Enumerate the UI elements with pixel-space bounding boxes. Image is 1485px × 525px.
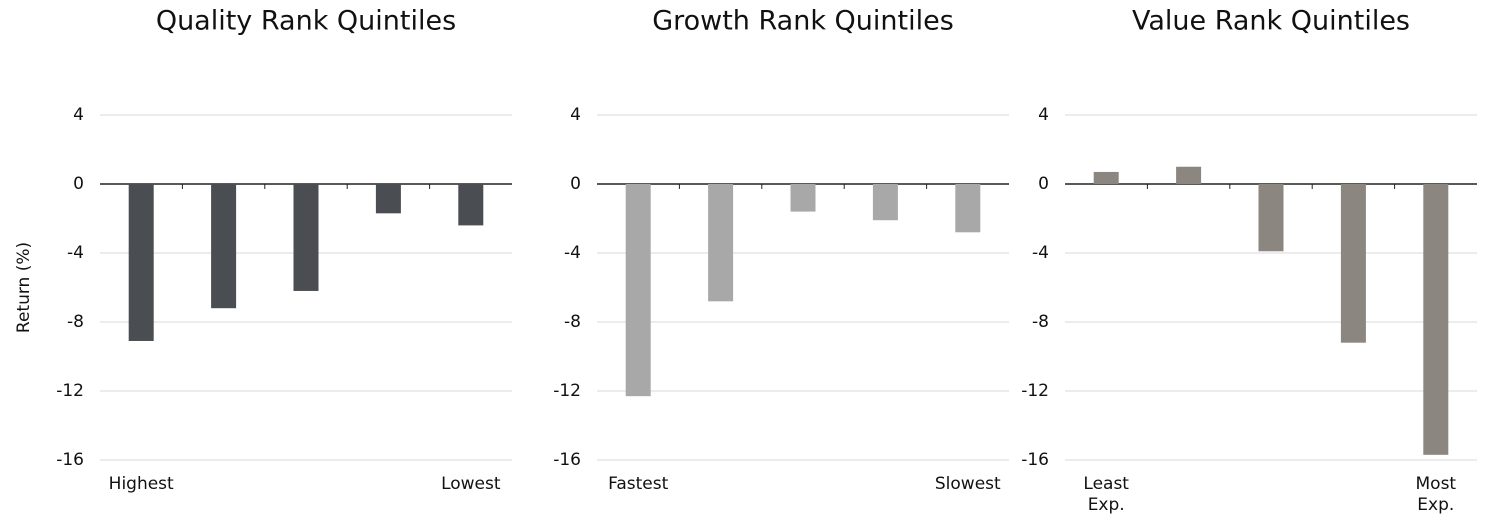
bar bbox=[872, 184, 898, 221]
y-tick-label: 0 bbox=[570, 174, 581, 194]
bar bbox=[1340, 184, 1366, 343]
y-tick-label: 4 bbox=[1038, 105, 1049, 125]
x-tick-label: Least Exp. bbox=[1083, 474, 1129, 515]
bar bbox=[1176, 166, 1202, 184]
x-tick-label: Lowest bbox=[441, 474, 501, 494]
y-tick-label: 0 bbox=[73, 174, 84, 194]
y-tick-label: -12 bbox=[1021, 381, 1049, 401]
x-tick-label-box: Fastest bbox=[608, 474, 669, 494]
x-tick-label-box: Most Exp. bbox=[1415, 474, 1457, 515]
x-tick-label: Highest bbox=[108, 474, 174, 494]
bar bbox=[128, 184, 154, 341]
bar bbox=[458, 184, 484, 226]
bar bbox=[293, 184, 319, 291]
chart-title: Value Rank Quintiles bbox=[1132, 6, 1410, 37]
bar bbox=[1093, 171, 1119, 184]
bar bbox=[211, 184, 237, 309]
y-tick-label: -16 bbox=[56, 450, 84, 470]
y-tick-label: -4 bbox=[67, 243, 84, 263]
x-tick-label-box: Highest bbox=[108, 474, 174, 494]
y-tick-label: -12 bbox=[553, 381, 581, 401]
y-tick-label: -4 bbox=[1032, 243, 1049, 263]
y-tick-label: -8 bbox=[1032, 312, 1049, 332]
x-tick-label-box: Lowest bbox=[441, 474, 501, 494]
bar bbox=[955, 184, 981, 233]
y-tick-label: -16 bbox=[553, 450, 581, 470]
x-tick-label: Fastest bbox=[608, 474, 669, 494]
y-tick-label: 4 bbox=[73, 105, 84, 125]
y-tick-label: -8 bbox=[564, 312, 581, 332]
y-axis-label: Return (%) bbox=[14, 242, 34, 333]
y-tick-label: -8 bbox=[67, 312, 84, 332]
y-tick-label: -12 bbox=[56, 381, 84, 401]
x-tick-label-box: Least Exp. bbox=[1083, 474, 1129, 515]
bar bbox=[708, 184, 734, 302]
y-tick-label: -4 bbox=[564, 243, 581, 263]
bar bbox=[625, 184, 651, 397]
bar bbox=[375, 184, 401, 214]
chart-title: Growth Rank Quintiles bbox=[652, 6, 954, 37]
x-tick-label-box: Slowest bbox=[934, 474, 1001, 494]
y-tick-label: -16 bbox=[1021, 450, 1049, 470]
y-tick-label: 4 bbox=[570, 105, 581, 125]
bar bbox=[1423, 184, 1449, 455]
y-tick-label: 0 bbox=[1038, 174, 1049, 194]
bar bbox=[1258, 184, 1284, 252]
chart-title: Quality Rank Quintiles bbox=[156, 6, 456, 37]
x-tick-label: Most Exp. bbox=[1415, 474, 1457, 515]
x-tick-label: Slowest bbox=[934, 474, 1001, 494]
bar bbox=[790, 184, 816, 212]
